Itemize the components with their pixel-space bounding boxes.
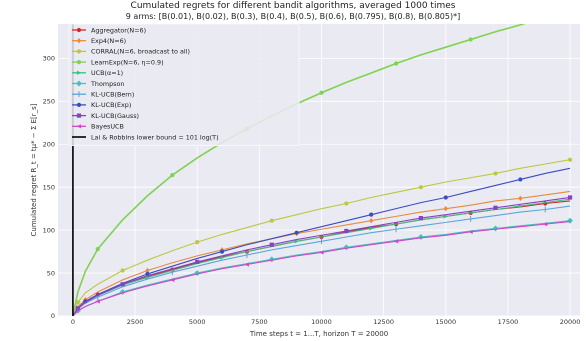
data-point	[369, 212, 374, 217]
data-point	[542, 222, 548, 227]
data-point	[120, 282, 125, 287]
legend-label: Lai & Robbins lower bound = 101 log(T)	[91, 133, 219, 141]
data-point	[294, 230, 299, 235]
chart-title: Cumulated regrets for different bandit a…	[130, 1, 456, 11]
data-point	[76, 70, 82, 75]
data-point	[493, 171, 498, 176]
legend-label: UCB(α=1)	[91, 69, 123, 77]
y-tick-label: 300	[43, 55, 55, 63]
y-axis-label: Cumulated regret R_t = tμ* − Σ E[r_s]	[30, 103, 38, 236]
x-tick-label: 2500	[127, 318, 144, 326]
data-point	[344, 228, 349, 234]
legend-label: LearnExp(N=6, η=0.9)	[91, 58, 164, 66]
data-point	[543, 15, 547, 19]
data-point	[76, 60, 82, 65]
data-point	[120, 268, 125, 273]
data-point	[443, 195, 448, 200]
data-point	[393, 239, 399, 244]
data-point	[76, 113, 82, 118]
data-point	[443, 205, 448, 212]
legend-label: CORRAL(N=6, broadcast to all)	[91, 48, 190, 56]
legend-label: Aggregator(N=6)	[91, 26, 146, 34]
x-axis-label: Time steps t = 1...T, horizon T = 20000	[249, 330, 388, 338]
legend-box	[68, 23, 300, 146]
data-point	[95, 246, 100, 252]
data-point	[393, 61, 399, 66]
data-point	[169, 277, 175, 283]
data-point	[219, 249, 225, 254]
data-point	[269, 242, 274, 247]
legend-label: Exp4(N=6)	[91, 37, 126, 45]
data-point	[75, 300, 80, 305]
data-point	[567, 157, 573, 162]
x-tick-label: 17500	[498, 318, 519, 326]
series-group	[72, 15, 573, 316]
x-tick-label: 15000	[435, 318, 456, 326]
x-tick-label: 0	[71, 318, 75, 326]
data-point	[76, 124, 82, 129]
legend-label: Thompson	[90, 80, 124, 88]
data-point	[318, 250, 324, 255]
legend-label: BayesUCB	[91, 123, 124, 131]
data-point	[75, 306, 80, 311]
chart-subtitle: 9 arms: [B(0.01), B(0.02), B(0.3), B(0.4…	[125, 12, 461, 21]
data-point	[76, 27, 82, 33]
y-tick-label: 50	[47, 269, 55, 277]
data-point	[145, 267, 150, 274]
series-line	[72, 159, 571, 316]
legend-label: KL-UCB(Exp)	[91, 101, 131, 109]
data-point	[518, 195, 523, 202]
data-point	[468, 229, 473, 234]
x-tick-label: 7500	[251, 318, 268, 326]
data-point	[195, 259, 200, 264]
data-point	[76, 49, 82, 54]
series-line	[72, 205, 571, 316]
data-point	[493, 205, 498, 210]
data-point	[319, 90, 324, 95]
data-point	[95, 299, 100, 304]
data-point	[269, 218, 274, 223]
x-tick-label: 5000	[189, 318, 206, 326]
data-point	[567, 195, 573, 200]
data-point	[76, 80, 82, 87]
y-tick-label: 200	[43, 140, 55, 148]
data-point	[170, 173, 175, 178]
data-point	[195, 240, 200, 245]
data-point	[518, 177, 523, 182]
legend-label: KL-UCB(Gauss)	[91, 112, 139, 120]
y-tick-label: 0	[51, 312, 55, 320]
legend: Aggregator(N=6) Exp4(N=6) CORRAL(N=6, broa…	[68, 23, 300, 146]
data-point	[369, 217, 374, 224]
series-line	[72, 196, 571, 316]
data-point	[76, 102, 82, 107]
x-tick-label: 12500	[373, 318, 394, 326]
y-tick-label: 100	[43, 226, 55, 234]
data-point	[76, 37, 82, 44]
legend-label: KL-UCB(Bern)	[91, 91, 134, 99]
x-tick-label: 10000	[311, 318, 332, 326]
y-tick-label: 150	[43, 183, 55, 191]
data-point	[418, 215, 424, 221]
data-point	[468, 37, 473, 42]
series-line	[72, 220, 571, 316]
data-point	[344, 201, 349, 206]
y-tick-label: 250	[43, 97, 55, 105]
data-point	[244, 262, 250, 267]
x-tick-label: 20000	[560, 318, 581, 326]
data-point	[418, 185, 424, 190]
